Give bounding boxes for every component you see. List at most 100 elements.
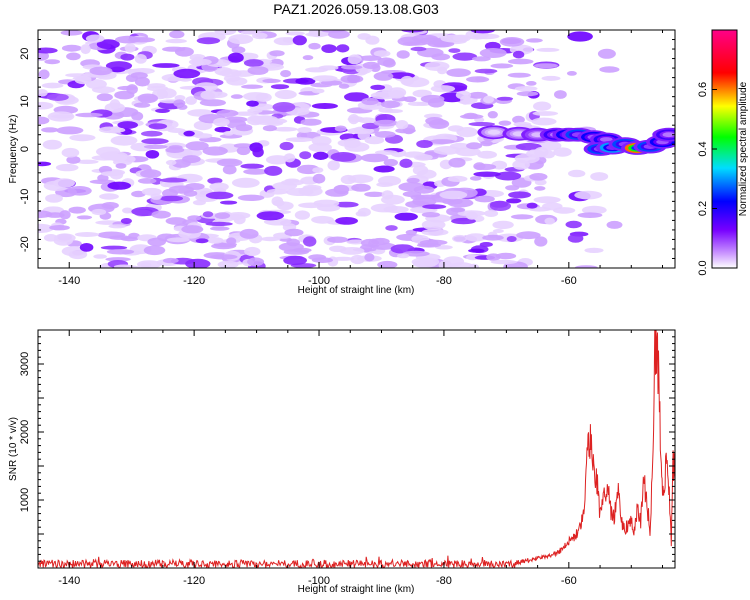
speckle-blob bbox=[237, 194, 265, 201]
speckle-blob bbox=[355, 211, 367, 217]
speckle-blob bbox=[305, 67, 329, 73]
speckle-blob bbox=[45, 194, 63, 203]
speckle-blob bbox=[143, 144, 168, 149]
speckle-blob bbox=[536, 47, 560, 52]
speckle-blob bbox=[300, 118, 322, 126]
speckle-blob bbox=[526, 38, 543, 43]
speckle-blob bbox=[377, 57, 395, 66]
speckle-blob bbox=[105, 61, 133, 71]
speckle-blob bbox=[244, 246, 261, 257]
speckle-blob bbox=[374, 131, 396, 138]
spectrogram-xlabel: Height of straight line (km) bbox=[298, 285, 415, 296]
speckle-blob bbox=[365, 35, 380, 45]
speckle-blob bbox=[265, 155, 290, 165]
speckle-blob bbox=[378, 107, 394, 113]
speckle-blob bbox=[106, 249, 135, 255]
speckle-blob bbox=[334, 125, 347, 132]
speckle-blob bbox=[41, 127, 59, 133]
speckle-blob bbox=[89, 66, 113, 76]
speckle-blob bbox=[141, 130, 163, 137]
speckle-blob bbox=[66, 155, 81, 164]
speckle-blob bbox=[228, 52, 244, 63]
speckle-blob bbox=[383, 158, 398, 167]
speckle-blob bbox=[554, 90, 567, 99]
speckle-blob bbox=[53, 178, 75, 188]
speckle-blob bbox=[173, 68, 201, 79]
speckle-blob bbox=[490, 200, 509, 208]
speckle-blob bbox=[312, 173, 326, 184]
speckle-blob bbox=[262, 125, 277, 132]
signal-blob bbox=[600, 137, 613, 142]
signal-blob bbox=[487, 129, 501, 135]
speckle-blob bbox=[147, 83, 166, 89]
speckle-blob bbox=[321, 30, 345, 33]
speckle-blob bbox=[336, 44, 350, 53]
speckle-blob bbox=[214, 212, 231, 220]
speckle-blob bbox=[312, 75, 338, 82]
colorbar: 0.0 0.2 0.4 0.6 Normalized spectral amplitu… bbox=[697, 29, 749, 276]
speckle-blob bbox=[455, 147, 481, 157]
speckle-blob bbox=[120, 218, 132, 224]
speckle-blob bbox=[207, 237, 224, 244]
speckle-blob bbox=[333, 184, 350, 195]
speckle-blob bbox=[331, 256, 355, 261]
speckle-blob bbox=[410, 46, 427, 52]
speckle-blob bbox=[130, 72, 148, 79]
speckle-blob bbox=[223, 75, 241, 82]
speckle-blob bbox=[246, 100, 259, 107]
speckle-blob bbox=[499, 37, 525, 47]
speckle-blob bbox=[47, 93, 69, 102]
speckle-blob bbox=[74, 232, 100, 237]
speckle-blob bbox=[533, 101, 552, 111]
speckle-blob bbox=[320, 80, 343, 86]
speckle-blob bbox=[311, 257, 333, 263]
speckle-blob bbox=[143, 245, 166, 256]
speckle-blob bbox=[428, 119, 450, 129]
speckle-blob bbox=[405, 229, 418, 236]
speckle-blob bbox=[75, 112, 103, 118]
speckle-blob bbox=[76, 159, 99, 164]
speckle-blob bbox=[482, 234, 504, 241]
speckle-blob bbox=[460, 114, 484, 120]
speckle-blob bbox=[220, 200, 238, 205]
speckle-blob bbox=[140, 262, 152, 268]
speckle-blob bbox=[188, 58, 212, 66]
speckle-blob bbox=[584, 247, 604, 253]
speckle-blob bbox=[377, 260, 398, 268]
speckle-blob bbox=[47, 111, 75, 122]
speckle-blob bbox=[507, 72, 531, 78]
y-tick-label: 20 bbox=[19, 48, 31, 60]
snr-plot-area bbox=[38, 330, 675, 568]
speckle-blob bbox=[229, 213, 243, 221]
speckle-blob bbox=[421, 212, 440, 218]
speckle-blob bbox=[590, 172, 609, 181]
speckle-blob bbox=[399, 158, 413, 168]
speckle-blob bbox=[321, 44, 337, 53]
speckle-blob bbox=[54, 233, 76, 243]
colorbar-label: Normalized spectral amplitude bbox=[738, 81, 749, 216]
speckle-blob bbox=[187, 215, 202, 221]
speckle-blob bbox=[251, 32, 268, 40]
speckle-blob bbox=[235, 124, 253, 132]
speckle-blob bbox=[100, 245, 128, 250]
speckle-blob bbox=[68, 206, 86, 214]
speckle-blob bbox=[473, 171, 501, 177]
speckle-blob bbox=[529, 173, 548, 181]
speckle-blob bbox=[456, 127, 478, 138]
speckle-blob bbox=[97, 174, 109, 182]
speckle-blob bbox=[574, 190, 603, 200]
speckle-blob bbox=[347, 174, 374, 184]
speckle-blob bbox=[480, 140, 493, 147]
speckle-blob bbox=[107, 181, 131, 190]
speckle-blob bbox=[403, 96, 417, 103]
spectrogram-frame bbox=[37, 29, 676, 269]
x-tick-label: -120 bbox=[183, 575, 205, 587]
speckle-blob bbox=[60, 30, 83, 36]
speckle-blob bbox=[105, 257, 131, 262]
speckle-blob bbox=[597, 48, 616, 59]
speckle-blob bbox=[80, 44, 91, 55]
speckle-blob bbox=[533, 196, 561, 204]
speckle-blob bbox=[498, 120, 512, 126]
speckle-blob bbox=[340, 74, 364, 84]
speckle-blob bbox=[568, 169, 586, 178]
